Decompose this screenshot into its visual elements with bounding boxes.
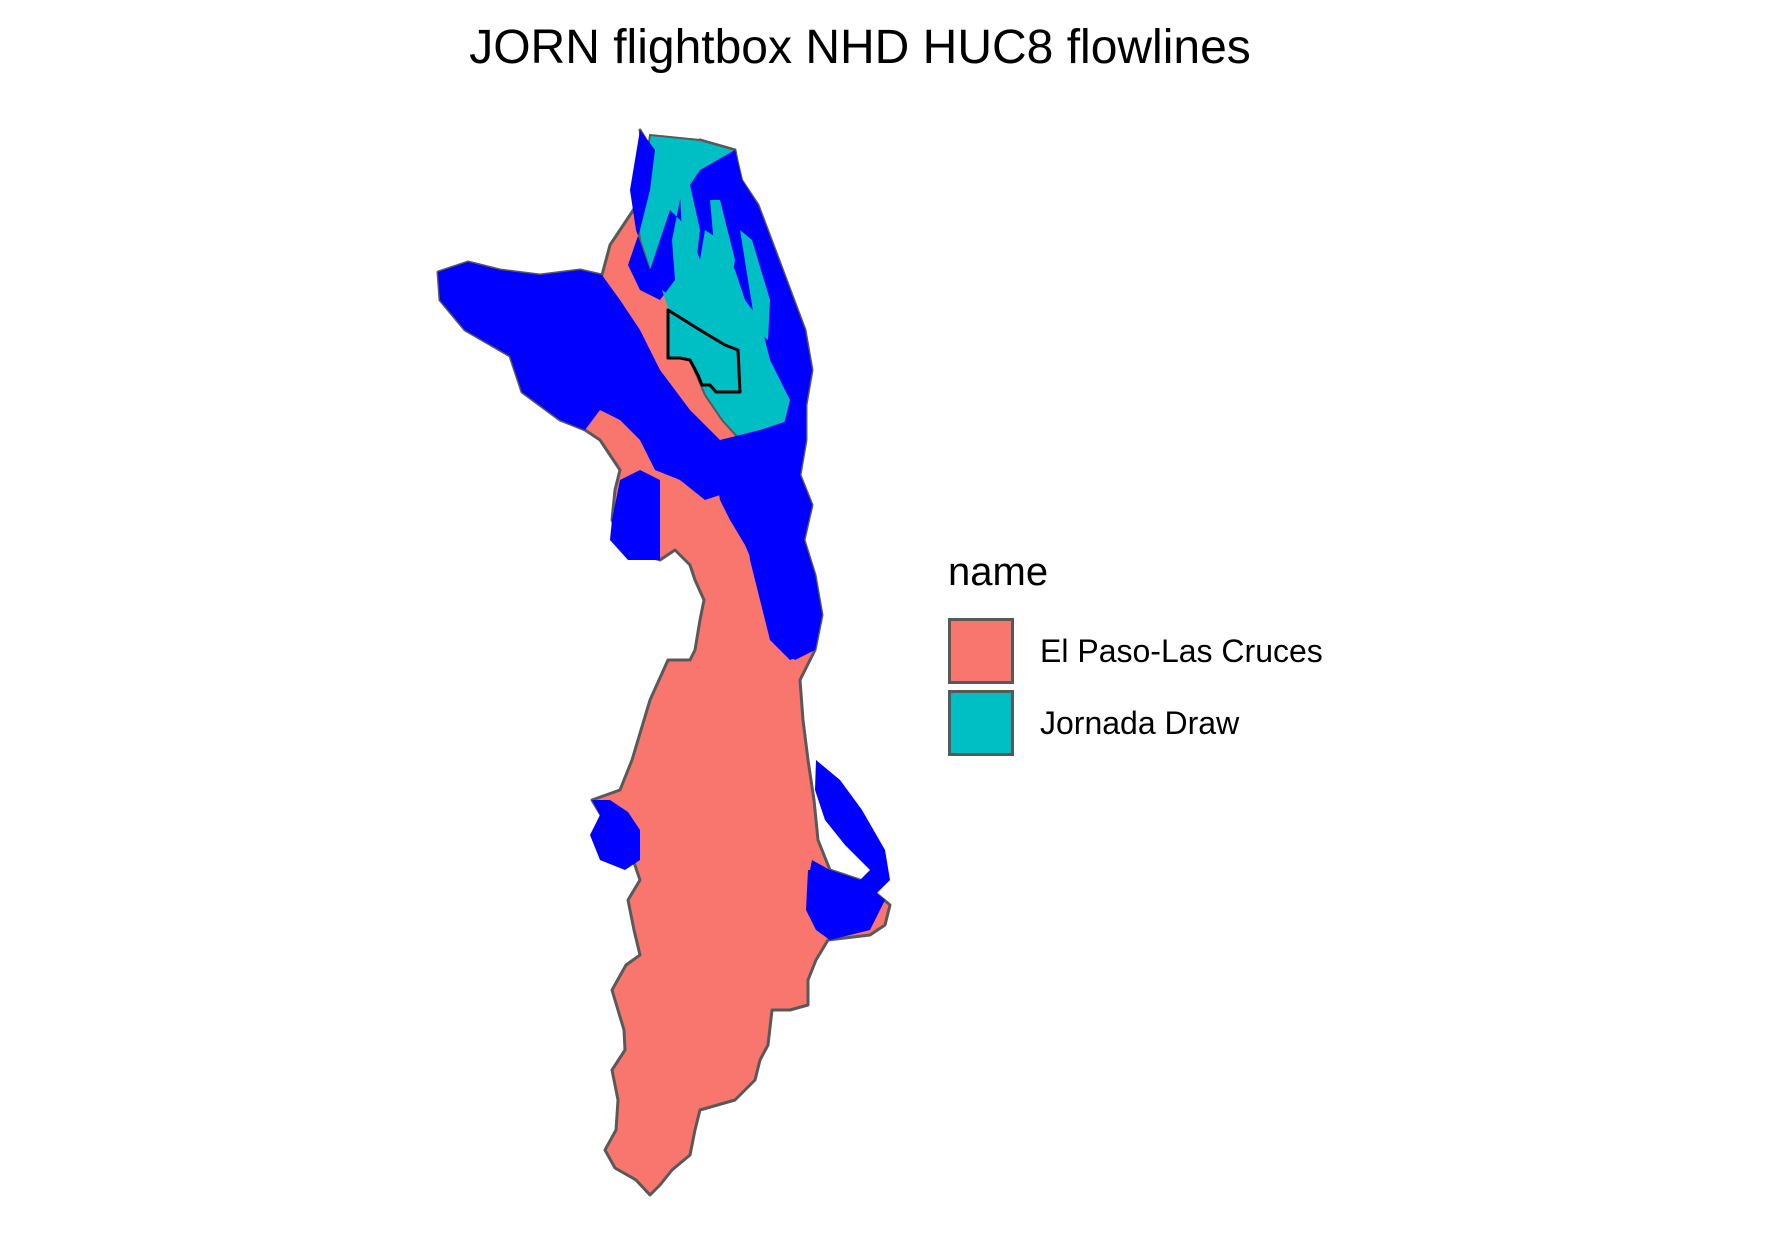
jorn-flightbox-outline[interactable] [666, 308, 742, 394]
map-title: JORN flightbox NHD HUC8 flowlines [469, 21, 1251, 74]
flowline-patch-southeast [808, 760, 890, 900]
legend-key-el-paso-las-cruces [948, 618, 1014, 684]
legend-item-jornada-draw: Jornada Draw [948, 687, 1323, 759]
legend-label: El Paso-Las Cruces [1040, 632, 1323, 669]
jornada-streaks [662, 185, 775, 410]
flowline-network-southwest [610, 470, 660, 560]
legend-item-el-paso-las-cruces: El Paso-Las Cruces [948, 615, 1323, 687]
legend: name El Paso-Las Cruces Jornada Draw [948, 550, 1323, 759]
legend-label: Jornada Draw [1040, 704, 1240, 741]
flowline-patch-southwest [590, 800, 640, 870]
legend-title: name [948, 550, 1049, 594]
legend-key-jornada-draw [948, 690, 1014, 756]
flowline-patch-southeast-lower [806, 870, 885, 940]
flowline-network-east [715, 420, 822, 660]
flowlines-layer [438, 130, 890, 940]
flowline-network-west [438, 262, 740, 500]
